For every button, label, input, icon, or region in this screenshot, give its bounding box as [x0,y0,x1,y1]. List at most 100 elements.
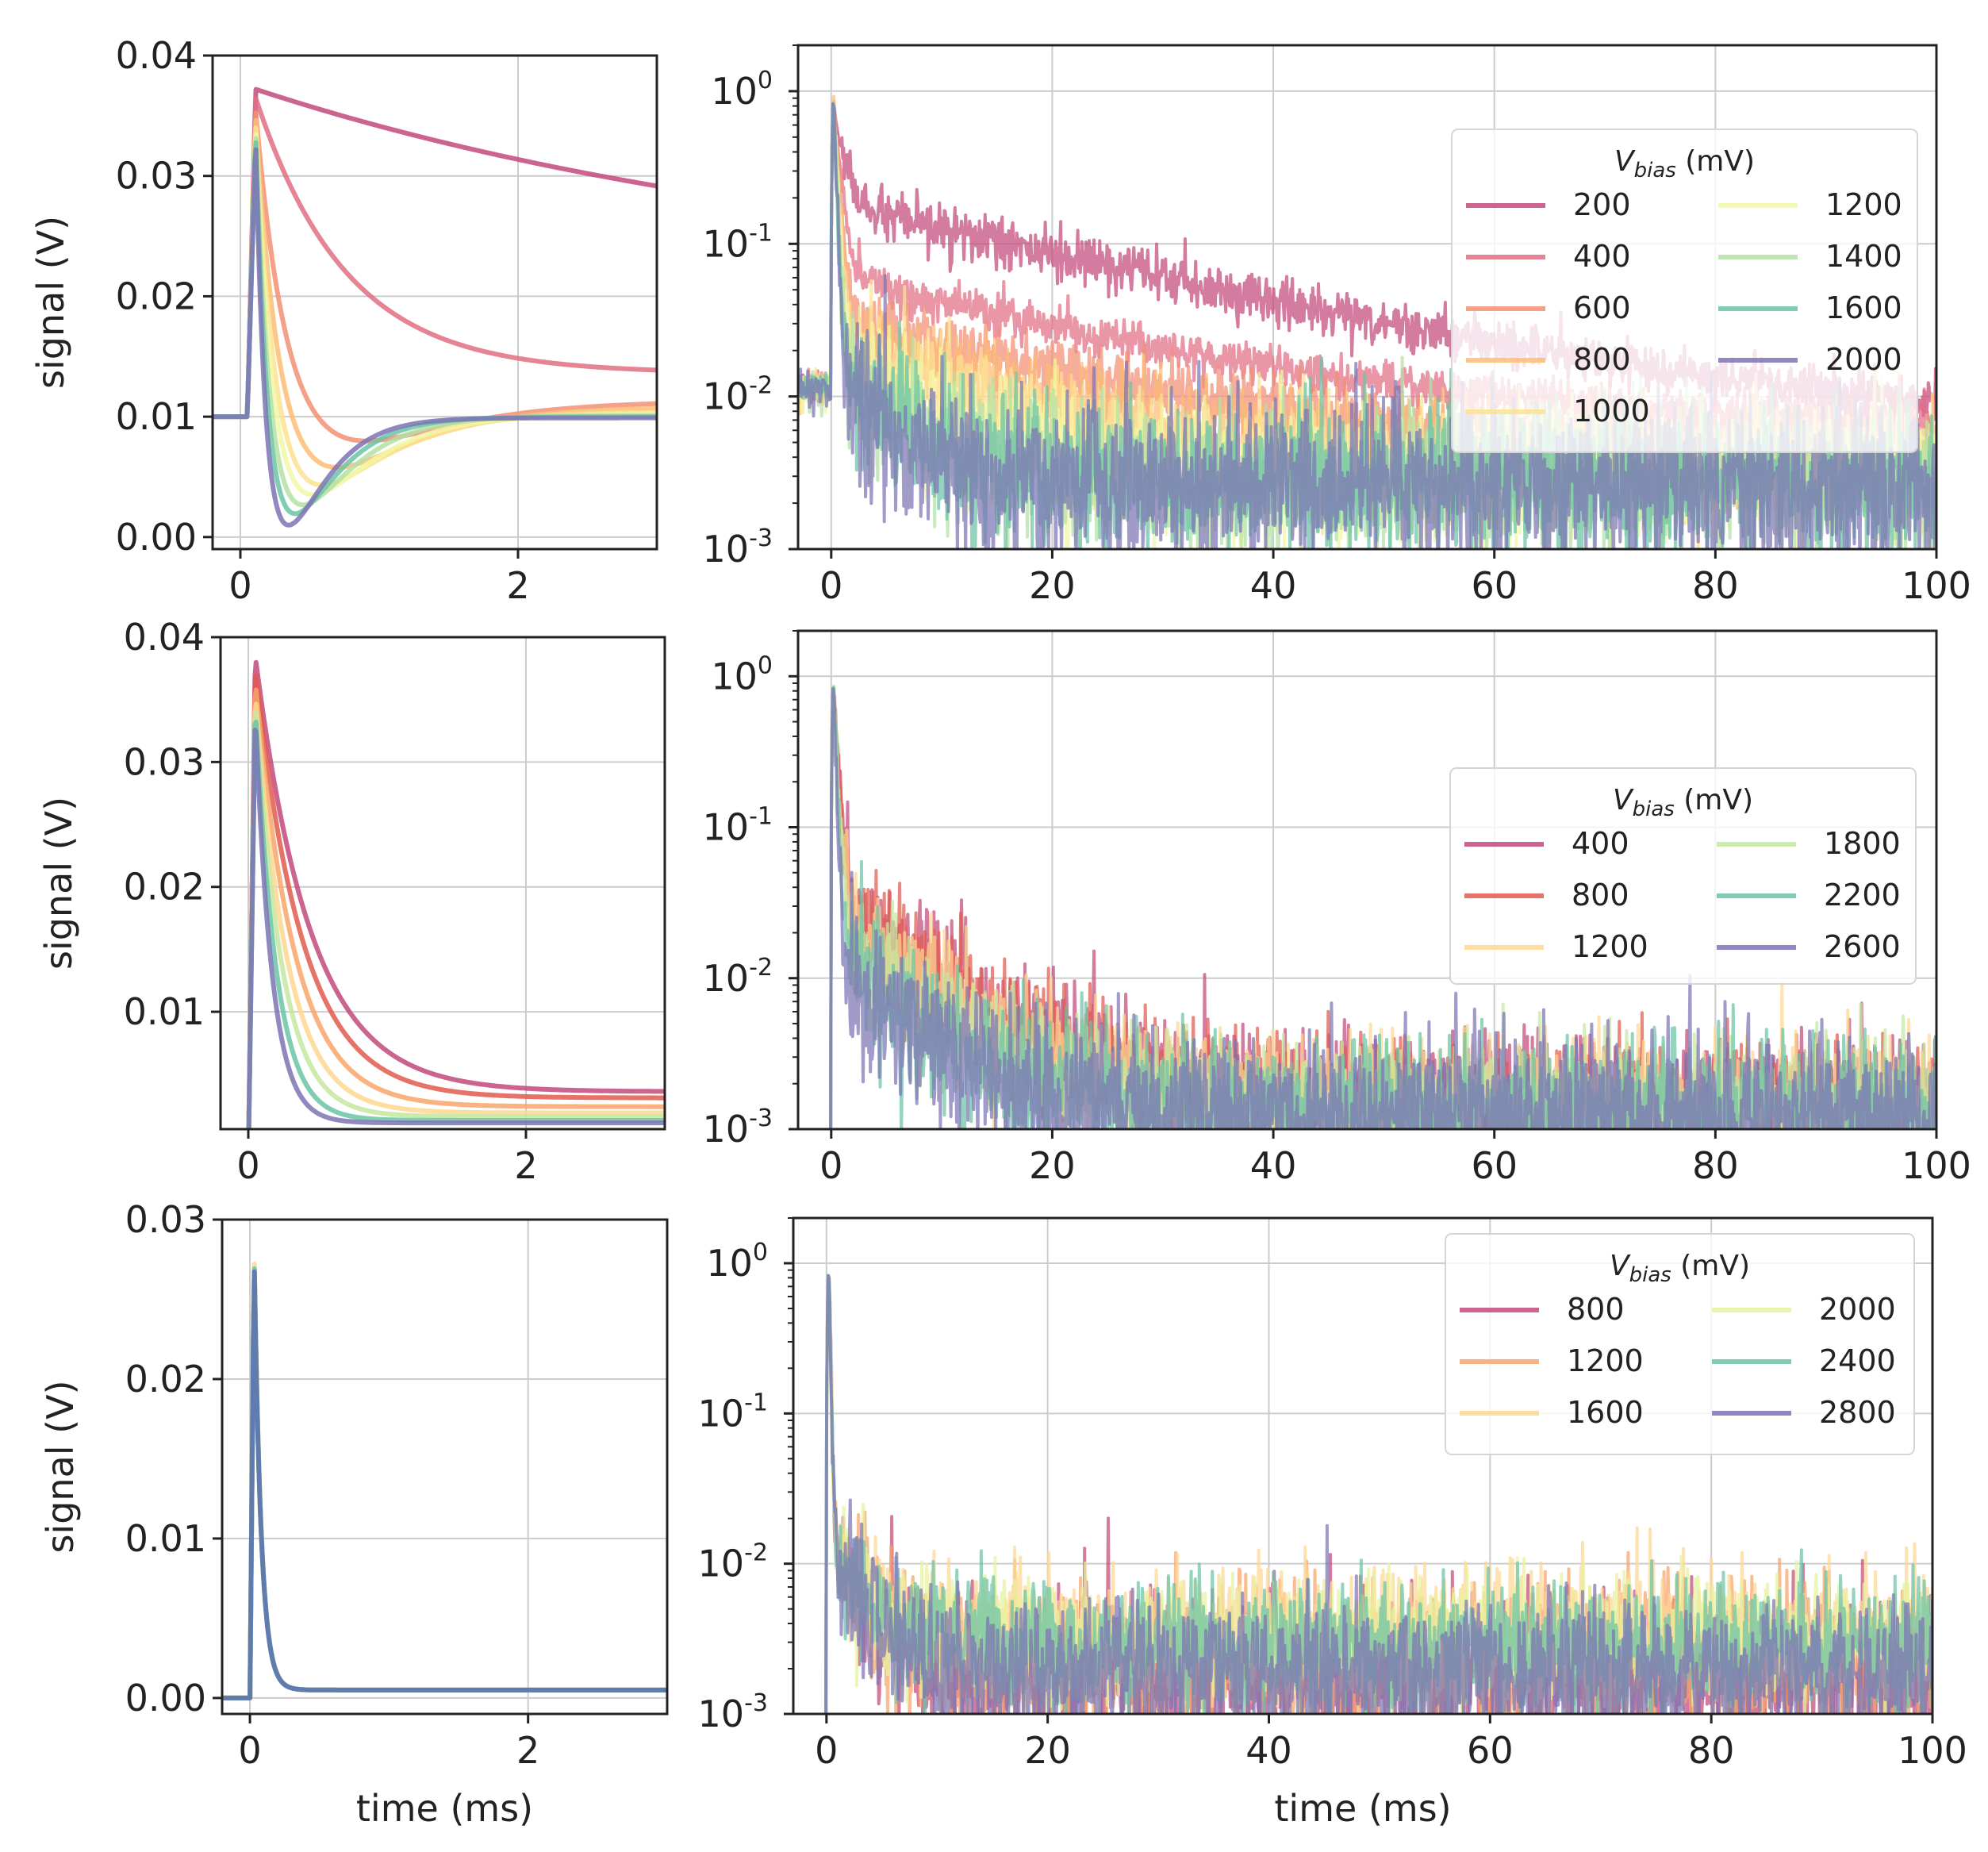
legend-label-1200: 1200 [1825,187,1902,222]
series-line-2800 [222,1269,667,1700]
x-tick-label: 2 [516,1729,539,1772]
axes-frame [792,1216,1934,1716]
x-tick-label: 20 [1029,1144,1076,1187]
series-line-2200 [246,720,665,1129]
x-tick-label: 2 [514,1144,537,1187]
y-tick-label: 0.03 [125,1198,206,1241]
series-line-2400 [222,1266,667,1700]
y-tick-label: 100 [711,67,773,113]
series-line-400 [246,659,665,1129]
x-tick-label: 100 [1902,564,1971,607]
series-line-2000 [798,102,1936,549]
x-tick-label: 0 [238,1729,261,1772]
axes-frame [796,44,1938,551]
x-tick-label: 100 [1902,1144,1971,1187]
legend-title: Vbias (mV) [1613,784,1753,821]
y-tick-label: 0.02 [125,1358,206,1401]
chart-panel-row3-left: 0 2 0.00 0.01 0.02 0.03 signal (V) time (ms) [39,1198,669,1830]
y-tick-label: 10-1 [698,1389,768,1435]
y-tick-label: 0.00 [125,1677,206,1719]
legend: Vbias (mV) 200 400 600 800 1000 1200 1400 1600 20… [1451,129,1918,453]
x-tick-label: 0 [819,1144,842,1187]
series-line-400 [213,96,657,420]
legend-label-1600: 1600 [1825,290,1902,325]
y-tick-label: 10-2 [703,954,773,1000]
legend-label-400: 400 [1573,239,1631,274]
legend-label-2400: 2400 [1819,1343,1896,1378]
x-tick-label: 80 [1692,564,1739,607]
y-axis-label: signal (V) [29,216,72,389]
legend-label-1400: 1400 [1825,239,1902,274]
x-tick-label: 0 [228,564,251,607]
series-group [798,94,1936,549]
legend-title: Vbias (mV) [1614,145,1755,183]
series-line-1200 [246,687,665,1129]
axes-frame [796,629,1938,1131]
legend-label-1200: 1200 [1567,1343,1644,1378]
y-tick-label: 0.01 [125,1517,206,1560]
series-line-2600 [246,728,665,1129]
y-tick-label: 10-1 [703,803,773,849]
series-line-1400 [213,136,657,508]
series-line-1800 [246,710,665,1129]
x-tick-label: 0 [819,564,842,607]
chart-panel-row1-left: 0 2 0.00 0.01 0.02 0.03 0.04 signal (V) [29,34,658,607]
legend-label-2000: 2000 [1819,1292,1896,1327]
series-line-1600 [222,1262,667,1700]
y-tick-label: 0.01 [124,990,205,1033]
legend-label-400: 400 [1572,826,1629,861]
series-line-600 [213,110,657,444]
y-tick-label: 10-2 [703,372,773,418]
x-tick-label: 60 [1467,1729,1514,1772]
y-tick-label: 10-3 [698,1689,768,1735]
legend-label-1200: 1200 [1572,929,1648,964]
legend-label-200: 200 [1573,187,1631,222]
series-group [829,684,1936,1129]
y-tick-label: 0.03 [124,740,205,783]
legend-label-2200: 2200 [1824,878,1901,913]
legend: Vbias (mV) 800 1200 1600 2000 2400 2800 [1445,1233,1915,1455]
legend-frame [1451,129,1918,453]
chart-panel-row2-left: 0 2 0.01 0.02 0.03 0.04 signal (V) [37,616,666,1187]
x-tick-label: 0 [815,1729,838,1772]
series-line-2600 [829,687,1936,1129]
legend-frame [1449,767,1917,985]
chart-panel-row3-right: 0 20 40 60 80 100 10-3 10-2 10-1 100 time (ms) Vbia… [698,1216,1967,1830]
series-group [213,86,657,528]
legend-label-1800: 1800 [1824,826,1901,861]
x-tick-label: 40 [1245,1729,1292,1772]
series-line-200 [213,86,657,420]
axes-frame [219,636,666,1131]
x-tick-label: 0 [236,1144,259,1187]
series-line-2000 [222,1266,667,1700]
y-tick-label: 0.04 [116,34,197,77]
x-tick-label: 2 [506,564,529,607]
series-group [824,1274,1932,1714]
chart-panel-row1-right: 0 20 40 60 80 100 10-3 10-2 10-1 100 Vbias (mV) 200… [703,44,1971,607]
y-tick-label: 100 [706,1239,768,1285]
y-axis-label: signal (V) [39,1380,82,1553]
y-tick-label: 0.00 [116,516,197,559]
series-line-800 [246,673,665,1129]
x-tick-label: 40 [1250,1144,1297,1187]
x-axis-label: time (ms) [356,1787,533,1830]
axes-frame [211,54,658,551]
legend-label-800: 800 [1573,342,1631,377]
x-tick-label: 60 [1471,564,1518,607]
x-tick-label: 40 [1250,564,1297,607]
x-tick-label: 80 [1688,1729,1735,1772]
series-group [246,659,665,1129]
series-line-2000 [213,147,657,528]
y-tick-label: 10-3 [703,524,773,571]
y-tick-label: 0.01 [116,395,197,438]
x-axis-label: time (ms) [1274,1787,1451,1830]
legend-frame [1445,1233,1915,1455]
y-tick-label: 0.02 [116,275,197,317]
legend: Vbias (mV) 400 800 1200 1800 2200 2600 [1449,767,1917,985]
series-line-800 [222,1266,667,1700]
y-tick-label: 10-1 [703,219,773,265]
legend-title: Vbias (mV) [1610,1250,1750,1287]
legend-label-800: 800 [1567,1292,1625,1327]
series-line-2800 [824,1274,1932,1714]
